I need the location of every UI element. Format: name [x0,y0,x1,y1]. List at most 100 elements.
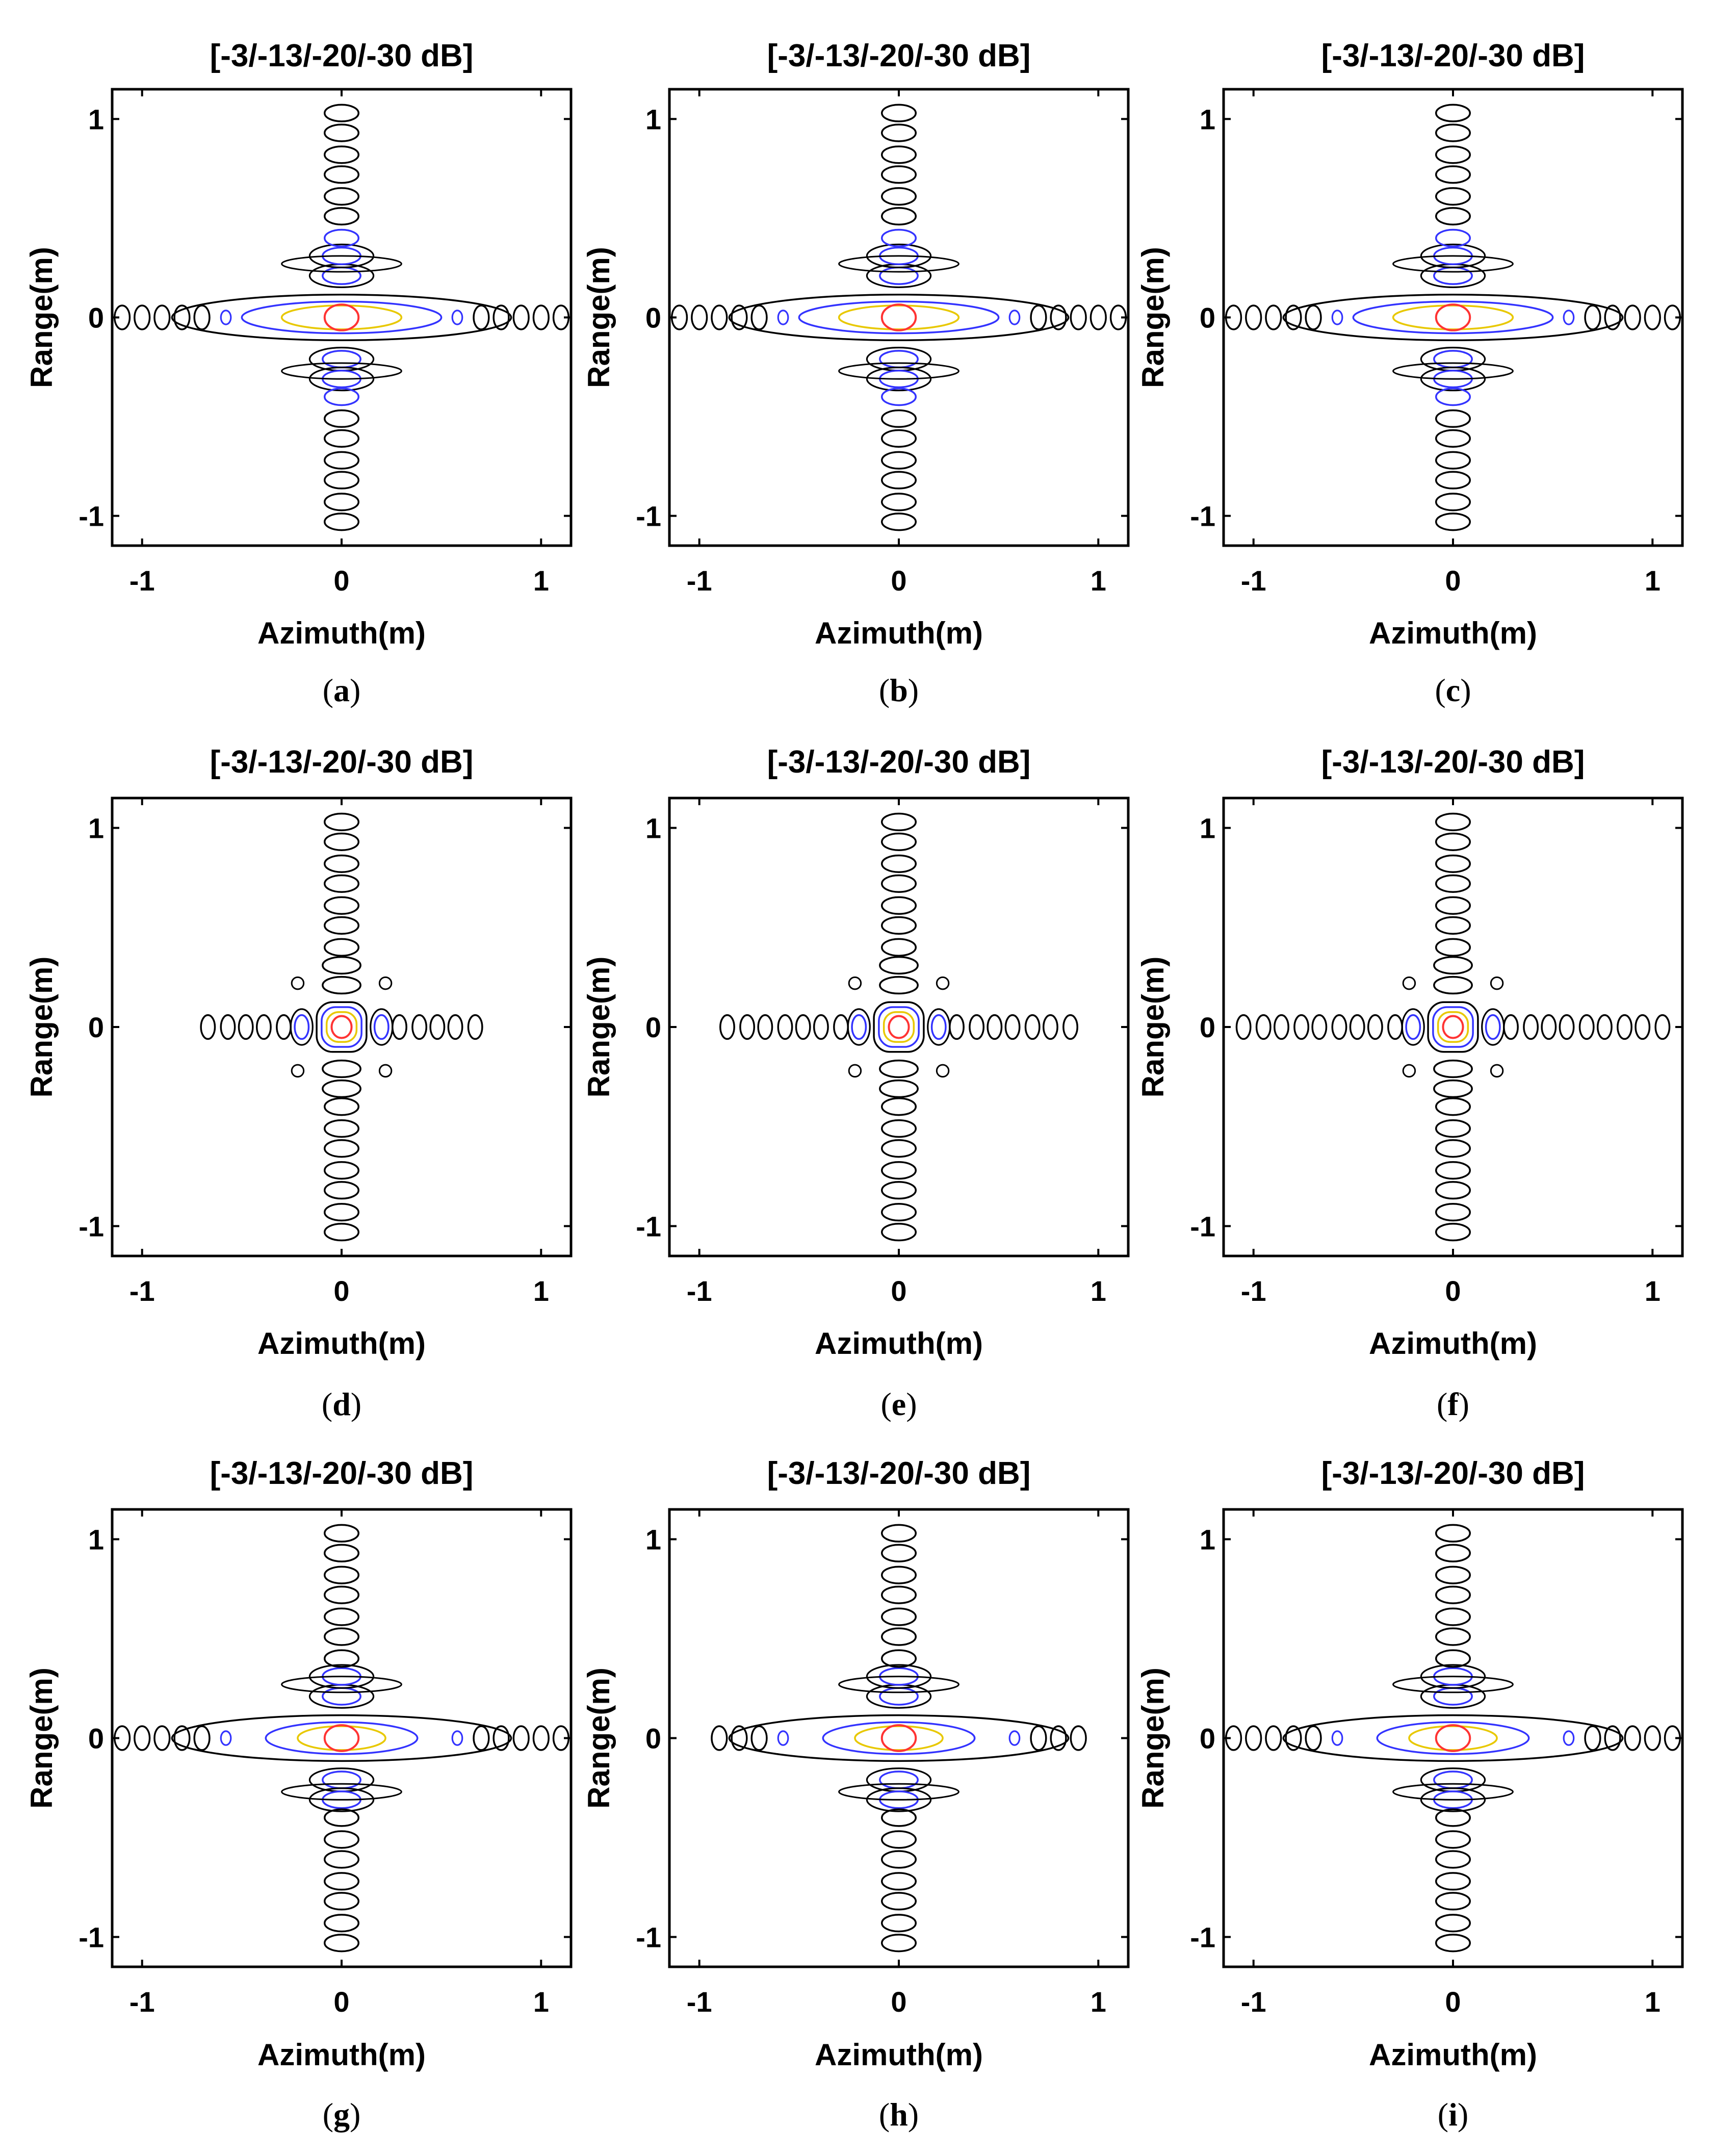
azimuth-sidelobe [777,1014,793,1040]
azimuth-sidelobe [134,304,151,330]
range-sidelobe [1435,1808,1471,1827]
x-tick-label: 0 [333,1275,349,1307]
x-tick-label: 0 [1445,1986,1461,2018]
range-sidelobe [1435,123,1471,142]
axes-frame [668,1508,1130,1968]
range-sidelobe [1433,1059,1473,1079]
azimuth-sidelobe [1604,304,1621,330]
range-sidelobe [879,1770,919,1789]
caption-letter: b [890,672,908,708]
x-tick-label: 0 [891,1275,906,1307]
y-tick-label: 0 [645,302,661,334]
panel-a: [-3/-13/-20/-30 dB] -1 0 1 -1 0 1 Azimuth(m) Ran… [24,38,573,708]
panel-title: [-3/-13/-20/-30 dB] [767,745,1031,780]
range-sidelobe [1433,1687,1473,1706]
range-sidelobe [323,1892,360,1911]
azimuth-sidelobe [1541,1014,1557,1040]
range-sidelobe [323,1119,360,1138]
y-tick-label: 0 [645,1723,661,1755]
mainlobe-20db-contour [822,1721,976,1755]
range-sidelobe [880,896,917,915]
axes-frame [1222,1508,1684,1968]
mainlobe-20db-contour [1376,1721,1530,1755]
y-tick-label: -1 [636,1921,661,1954]
caption-letter: i [1448,2096,1458,2133]
azimuth-sidelobe [473,1725,490,1751]
range-sidelobe [1433,1079,1473,1098]
caption-close-paren: ) [906,1386,917,1422]
azimuth-sidelobe [153,304,171,330]
range-sidelobe [323,165,360,184]
range-sidelobe [879,976,919,995]
axes-frame [111,797,573,1257]
mainlobe-3db-contour [888,1015,910,1039]
azimuth-sidelobe [1062,1014,1078,1040]
range-sidelobe [1435,1202,1471,1222]
range-sidelobe [1435,832,1471,852]
x-axis-label: Azimuth(m) [257,2038,426,2072]
range-sidelobe [880,409,917,428]
range-sidelobe [322,266,361,285]
azimuth-sidelobe [1523,1014,1539,1040]
azimuth-sidelobe-island [451,1730,463,1746]
range-sidelobe [880,123,917,142]
panel-title: [-3/-13/-20/-30 dB] [1321,38,1585,73]
range-band-lobe [1392,1783,1514,1801]
range-sidelobe [879,956,919,975]
range-sidelobe [1433,266,1473,285]
azimuth-sidelobe [750,1725,768,1751]
axes-frame [668,797,1130,1257]
panel-caption: (f) [1437,1386,1469,1422]
x-axis-label: Azimuth(m) [1369,616,1537,650]
x-axis-label: Azimuth(m) [257,616,426,650]
mainlobe-13db-contour [1408,1725,1498,1751]
range-sidelobe [1433,1770,1473,1789]
x-tick-label: 1 [1645,1275,1661,1307]
diagonal-sidelobe [1402,1064,1416,1078]
range-sidelobe [879,350,919,369]
panel-caption: (h) [879,2096,919,2133]
caption-open-paren: ( [879,2096,890,2133]
azimuth-sidelobe [294,1014,310,1040]
x-tick-label: -1 [687,1275,712,1307]
range-sidelobe [323,1627,360,1646]
range-band-lobe [838,1676,959,1693]
mainlobe-13db-contour [883,1011,915,1043]
mainlobe-20db-contour [1432,1006,1474,1048]
azimuth-sidelobe [276,1014,292,1040]
azimuth-sidelobe [1503,1014,1519,1040]
y-tick-label: 1 [1200,1524,1215,1556]
range-sidelobe-outer [1420,1664,1486,1689]
azimuth-sidelobe [1090,304,1107,330]
y-axis-label: Range(m) [582,1667,616,1809]
caption-letter: f [1447,1386,1459,1422]
x-tick-label: 1 [533,1986,549,2018]
range-sidelobe [880,451,917,470]
y-tick-label: 1 [645,812,661,844]
x-axis-label: Azimuth(m) [815,616,983,650]
azimuth-sidelobe-island [220,310,232,325]
azimuth-sidelobe [238,1014,254,1040]
panel-caption: (c) [1435,672,1471,708]
range-sidelobe [880,1119,917,1138]
range-sidelobe [323,207,360,226]
mainlobe-20db-contour [878,1006,920,1048]
y-axis-label: Range(m) [1136,247,1170,388]
range-sidelobe [323,1872,360,1891]
azimuth-sidelobe [512,1725,530,1751]
azimuth-sidelobe-island [1008,1730,1021,1746]
panel-caption: (a) [323,672,361,708]
caption-close-paren: ) [1458,2096,1468,2133]
range-sidelobe [323,187,360,206]
range-band-lobe [838,1783,959,1801]
range-sidelobe [880,187,917,206]
range-sidelobe [1435,493,1471,511]
y-tick-label: 1 [88,812,104,844]
range-sidelobe [323,1139,360,1158]
axes-frame [668,88,1130,547]
range-band-lobe [1392,362,1514,380]
range-sidelobe [880,388,917,406]
range-sidelobe [323,1202,360,1222]
azimuth-sidelobe [473,304,490,330]
range-band-lobe [1392,1676,1514,1693]
